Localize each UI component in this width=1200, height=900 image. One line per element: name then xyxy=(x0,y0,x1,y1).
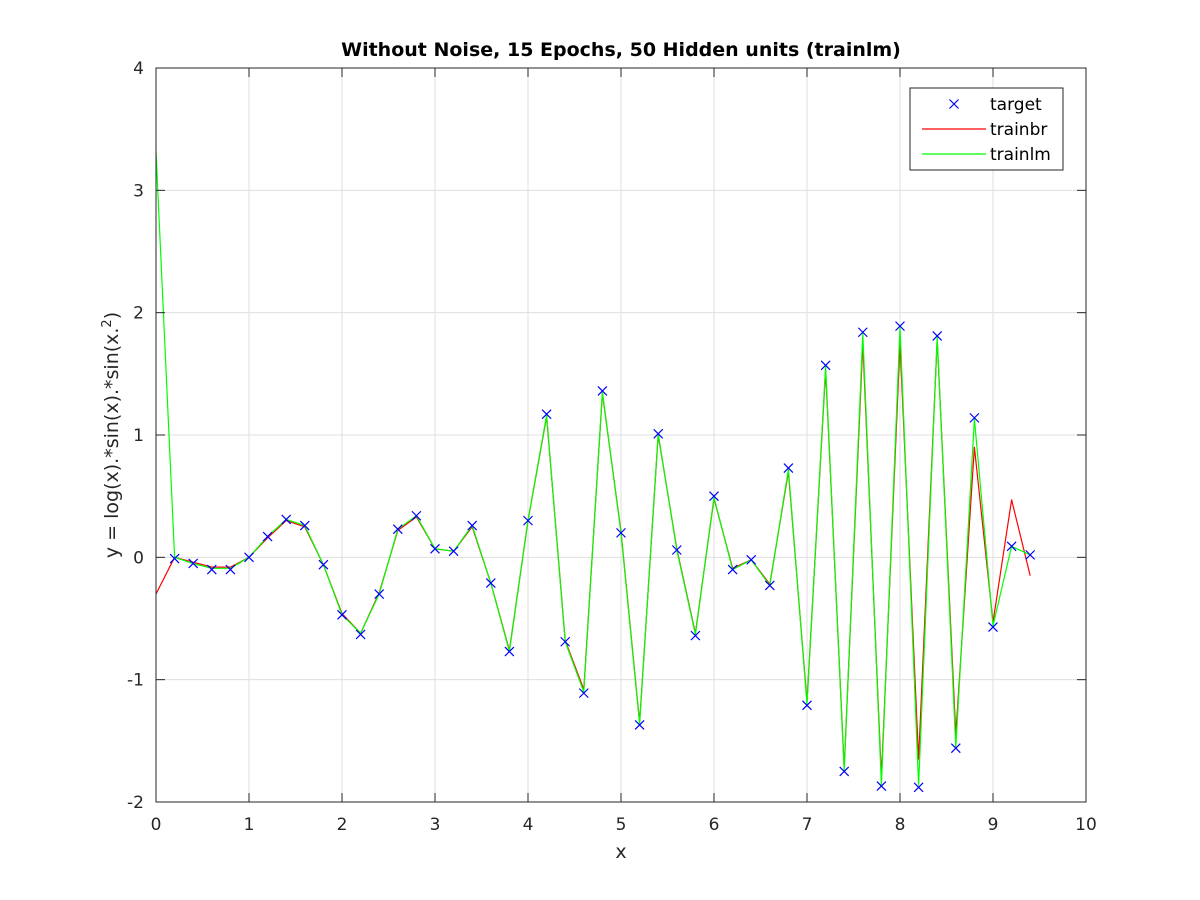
y-tick-label: 0 xyxy=(133,548,144,568)
data-point-target xyxy=(820,360,831,371)
data-point-target xyxy=(709,491,719,502)
x-tick-label: 6 xyxy=(709,815,720,835)
data-point-target xyxy=(374,589,385,599)
data-point-target xyxy=(262,531,273,542)
y-axis-label: y = log(x).*sin(x).*sin(x.2) xyxy=(100,312,123,558)
data-point-target xyxy=(485,578,496,588)
data-point-target xyxy=(541,409,552,420)
data-point-target xyxy=(671,545,682,555)
legend: target trainbr trainlm xyxy=(909,87,1064,171)
data-point-target xyxy=(969,412,980,423)
data-point-target xyxy=(318,559,329,570)
data-point-target xyxy=(448,546,459,557)
x-tick-label: 5 xyxy=(616,815,627,835)
data-point-target xyxy=(392,524,403,535)
x-tick-label: 1 xyxy=(244,815,255,835)
data-point-target xyxy=(299,520,310,531)
y-tick-label: 3 xyxy=(133,181,144,201)
legend-label-trainlm: trainlm xyxy=(990,145,1051,165)
y-tick-label: -1 xyxy=(127,671,144,691)
data-point-target xyxy=(653,428,664,439)
y-axis-label-main: y = log(x).*sin(x).*sin(x. xyxy=(101,328,123,559)
legend-label-target: target xyxy=(990,95,1042,115)
x-tick-label: 4 xyxy=(523,815,534,835)
data-point-target xyxy=(1025,549,1036,560)
data-point-target xyxy=(188,558,199,569)
x-tick-label: 3 xyxy=(430,815,441,835)
x-tick-label: 2 xyxy=(337,815,348,835)
data-point-target xyxy=(597,386,608,396)
data-point-target xyxy=(355,629,366,640)
data-point-target xyxy=(950,743,961,754)
x-tick-label: 8 xyxy=(895,815,906,835)
legend-label-trainbr: trainbr xyxy=(990,120,1047,140)
data-point-target xyxy=(616,527,626,538)
data-point-target xyxy=(206,564,217,575)
y-tick-label: 2 xyxy=(133,304,144,324)
data-point-target xyxy=(634,720,645,730)
x-tick-label: 0 xyxy=(151,815,162,835)
x-tick-label: 9 xyxy=(988,815,999,835)
data-point-target xyxy=(411,510,422,521)
series-layer xyxy=(155,151,1036,793)
data-point-target xyxy=(746,554,757,565)
data-point-target xyxy=(857,327,868,338)
data-point-target xyxy=(727,564,738,575)
data-point-target xyxy=(225,564,236,575)
data-point-target xyxy=(504,646,515,657)
y-axis-label-exponent: 2 xyxy=(100,319,115,327)
data-point-target xyxy=(932,330,943,341)
series-line-trainlm xyxy=(155,151,1031,786)
data-point-target xyxy=(876,781,887,792)
x-tick-label: 7 xyxy=(802,815,813,835)
data-point-target xyxy=(430,543,440,554)
data-point-target xyxy=(690,630,701,641)
data-point-target xyxy=(802,700,812,711)
y-tick-label: 1 xyxy=(133,426,144,446)
data-point-target xyxy=(578,688,589,699)
y-axis-label-close: ) xyxy=(101,312,123,319)
data-point-target xyxy=(839,766,850,777)
x-axis-label: x xyxy=(615,841,626,863)
axis-ticks: 0 1 2 3 4 5 6 7 8 9 10 -2 -1 0 1 2 3 4 xyxy=(127,59,1097,835)
data-point-target xyxy=(913,782,924,793)
data-point-target xyxy=(783,463,794,473)
data-point-target xyxy=(169,553,180,564)
chart-title: Without Noise, 15 Epochs, 50 Hidden unit… xyxy=(341,39,901,61)
data-point-target xyxy=(895,321,905,332)
data-point-target xyxy=(467,520,478,531)
data-point-target xyxy=(764,580,775,591)
data-point-target xyxy=(281,514,292,525)
data-point-target xyxy=(523,515,533,526)
data-point-target xyxy=(988,622,998,632)
data-point-target xyxy=(337,609,347,620)
data-point-target xyxy=(560,636,571,647)
data-point-target xyxy=(244,552,254,563)
data-point-target xyxy=(1006,541,1017,552)
x-tick-label: 10 xyxy=(1075,815,1097,835)
legend-marker-target xyxy=(949,99,959,109)
y-tick-label: 4 xyxy=(133,59,144,79)
y-tick-label: -2 xyxy=(127,793,144,813)
